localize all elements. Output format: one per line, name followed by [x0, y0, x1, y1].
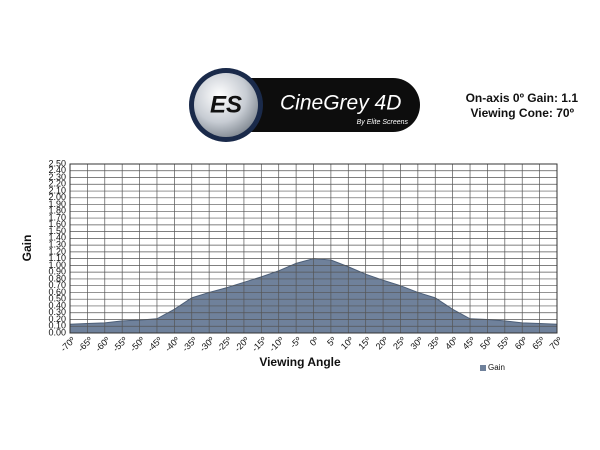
y-tick-label: 1.10 [48, 253, 66, 263]
y-tick-label: 2.30 [48, 172, 66, 182]
y-tick-label: 1.30 [48, 239, 66, 249]
x-tick-label: 55º [495, 335, 512, 352]
x-tick-label: 35º [426, 335, 443, 352]
x-tick-label: 50º [478, 335, 495, 352]
y-tick-label: 0.50 [48, 294, 66, 304]
y-tick-label: 0.30 [48, 307, 66, 317]
x-tick-label: -50º [128, 335, 147, 354]
x-tick-label: -65º [76, 335, 95, 354]
x-tick-label: 0º [308, 335, 321, 348]
x-tick-label: 70º [548, 335, 565, 352]
logo-disc [194, 73, 258, 137]
brand-name: CineGrey 4D [280, 92, 401, 115]
y-tick-label: 2.00 [48, 192, 66, 202]
x-tick-label: 40º [443, 335, 460, 352]
y-tick-label: 2.50 [48, 158, 66, 168]
x-tick-label: 20º [374, 335, 391, 352]
x-axis-label: Viewing Angle [259, 355, 341, 369]
y-tick-label: 2.40 [48, 165, 66, 175]
x-tick-label: -25º [215, 335, 234, 354]
x-tick-label: 25º [391, 335, 408, 352]
y-tick-label: 1.60 [48, 219, 66, 229]
x-tick-label: 45º [461, 335, 478, 352]
brand-tagline: By Elite Screens [357, 119, 409, 126]
y-tick-label: 0.90 [48, 267, 66, 277]
logo-banner [220, 78, 420, 132]
x-tick-label: 15º [356, 335, 373, 352]
y-tick-label: 1.80 [48, 206, 66, 216]
y-tick-label: 0.70 [48, 280, 66, 290]
x-tick-label: 65º [530, 335, 547, 352]
x-tick-label: -10º [267, 335, 286, 354]
y-tick-label: 0.20 [48, 314, 66, 324]
annotation: On-axis 0º Gain: 1.1 [466, 91, 579, 105]
y-tick-label: 1.70 [48, 212, 66, 222]
x-tick-label: -60º [93, 335, 112, 354]
x-tick-label: -40º [163, 335, 182, 354]
x-tick-label: -35º [180, 335, 199, 354]
x-tick-label: -45º [145, 335, 164, 354]
y-tick-label: 1.50 [48, 226, 66, 236]
x-tick-label: -70º [58, 335, 77, 354]
x-tick-label: -55º [111, 335, 130, 354]
x-tick-label: 30º [408, 335, 425, 352]
x-tick-label: -15º [250, 335, 269, 354]
plot-border [69, 163, 558, 334]
y-tick-label: 0.10 [48, 321, 66, 331]
y-tick-label: 0.00 [48, 327, 66, 337]
x-tick-label: 60º [513, 335, 530, 352]
x-tick-label: -30º [198, 335, 217, 354]
x-tick-label: -5º [288, 335, 304, 351]
legend-swatch [480, 365, 486, 371]
x-tick-label: 5º [325, 335, 338, 348]
y-tick-label: 1.20 [48, 246, 66, 256]
logo-mark: ES [210, 91, 242, 118]
y-tick-label: 0.40 [48, 300, 66, 310]
y-tick-label: 0.80 [48, 273, 66, 283]
y-tick-label: 1.40 [48, 233, 66, 243]
y-tick-label: 1.00 [48, 260, 66, 270]
y-axis-label: Gain [20, 235, 34, 262]
x-tick-label: -20º [232, 335, 251, 354]
x-tick-label: 10º [339, 335, 356, 352]
y-tick-label: 2.20 [48, 179, 66, 189]
y-tick-label: 2.10 [48, 185, 66, 195]
legend-label: Gain [488, 363, 505, 372]
annotation: Viewing Cone: 70º [470, 106, 574, 120]
y-tick-label: 0.60 [48, 287, 66, 297]
y-tick-label: 1.90 [48, 199, 66, 209]
